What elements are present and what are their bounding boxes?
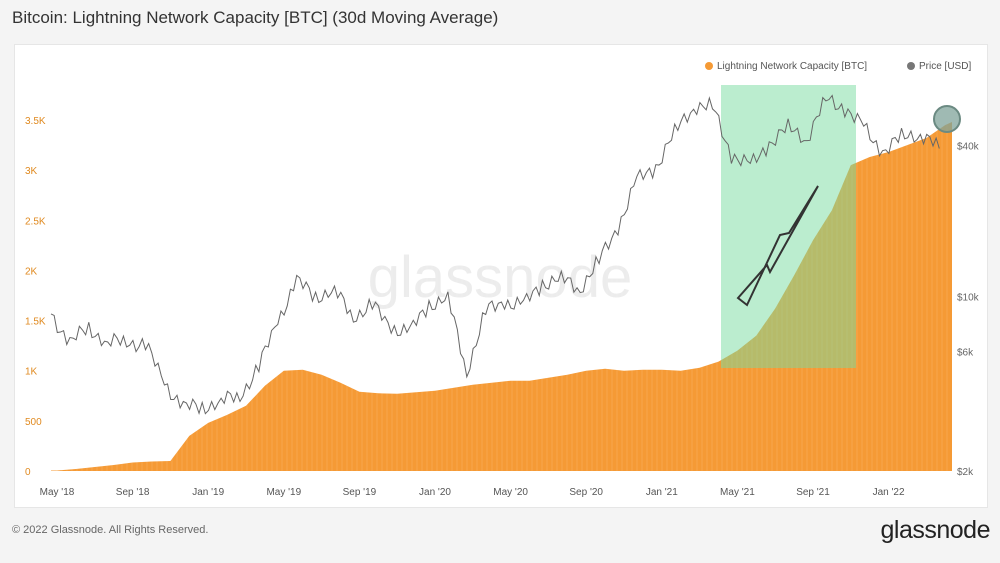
capacity-area (51, 121, 952, 472)
x-tick-label: Sep '20 (569, 487, 603, 498)
highlight-box (721, 85, 856, 368)
legend: Lightning Network Capacity [BTC] Price [… (705, 61, 971, 72)
y-right-tick-label: $40k (957, 142, 980, 153)
y-left-tick-label: 500 (25, 417, 42, 428)
x-tick-label: May '20 (493, 487, 528, 498)
chart-title: Bitcoin: Lightning Network Capacity [BTC… (12, 8, 499, 27)
price-line-layer (50, 94, 961, 415)
y-left-tick-label: 2.5K (25, 216, 46, 227)
glassnode-logo: glassnode (880, 516, 991, 544)
copyright-footer: © 2022 Glassnode. All Rights Reserved. (12, 524, 209, 536)
price-marker-circle (933, 105, 961, 133)
x-tick-label: May '18 (40, 487, 75, 498)
axes: May '18 Sep '18 Jan '19 May '19 Sep '19 Jan '… (25, 116, 980, 498)
y-left-tick-label: 3.5K (25, 116, 46, 127)
x-tick-label: Sep '18 (116, 487, 150, 498)
x-tick-label: Jan '19 (192, 487, 224, 498)
legend-price-label[interactable]: Price [USD] (919, 61, 971, 72)
y-right-tick-label: $10k (957, 292, 980, 303)
highlight-layer (721, 85, 856, 368)
legend-capacity-swatch (705, 62, 713, 70)
arrow-annotation (736, 185, 819, 307)
x-tick-label: Jan '20 (419, 487, 451, 498)
y-left-tick-label: 1K (25, 367, 38, 378)
x-tick-label: May '19 (266, 487, 301, 498)
y-right-tick-label: $6k (957, 348, 974, 359)
legend-price-swatch (907, 62, 915, 70)
x-tick-label: Sep '21 (796, 487, 830, 498)
y-left-tick-label: 0 (25, 467, 31, 478)
x-tick-label: Sep '19 (343, 487, 377, 498)
y-left-tick-label: 1.5K (25, 317, 46, 328)
price-line (50, 94, 940, 415)
legend-capacity-label[interactable]: Lightning Network Capacity [BTC] (717, 61, 867, 72)
y-left-tick-label: 2K (25, 266, 38, 277)
y-right-tick-label: $2k (957, 467, 974, 478)
x-tick-label: May '21 (720, 487, 755, 498)
x-tick-label: Jan '22 (873, 487, 905, 498)
x-tick-label: Jan '21 (646, 487, 678, 498)
y-left-tick-label: 3K (25, 166, 38, 177)
watermark: glassnode (368, 245, 632, 310)
